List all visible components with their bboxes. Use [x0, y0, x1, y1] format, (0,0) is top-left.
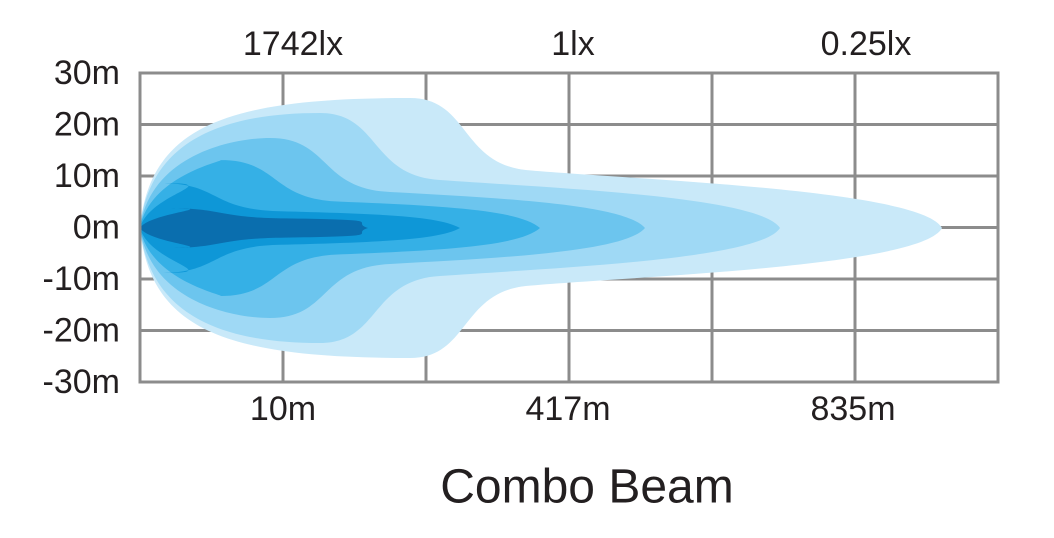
title: Combo Beam [440, 461, 733, 514]
beam-contour [140, 208, 368, 248]
y-label: 0m [73, 208, 120, 246]
labels: 30m 20m 10m 0m -10m -20m -30m 1742lx 1lx 0.25lx 10… [43, 25, 912, 428]
y-label: 20m [54, 105, 120, 143]
lux-label: 1lx [551, 25, 594, 63]
y-label: 30m [54, 54, 120, 92]
lux-label: 0.25lx [821, 25, 912, 63]
beam-pattern [140, 98, 942, 358]
distance-label: 835m [810, 390, 895, 428]
distance-label: 10m [250, 390, 316, 428]
y-label: -30m [43, 363, 120, 401]
y-label: 10m [54, 157, 120, 195]
y-label: -10m [43, 260, 120, 298]
lux-label: 1742lx [243, 25, 343, 63]
plot-frame [138, 71, 1000, 384]
y-label: -20m [43, 311, 120, 349]
distance-label: 417m [525, 390, 610, 428]
